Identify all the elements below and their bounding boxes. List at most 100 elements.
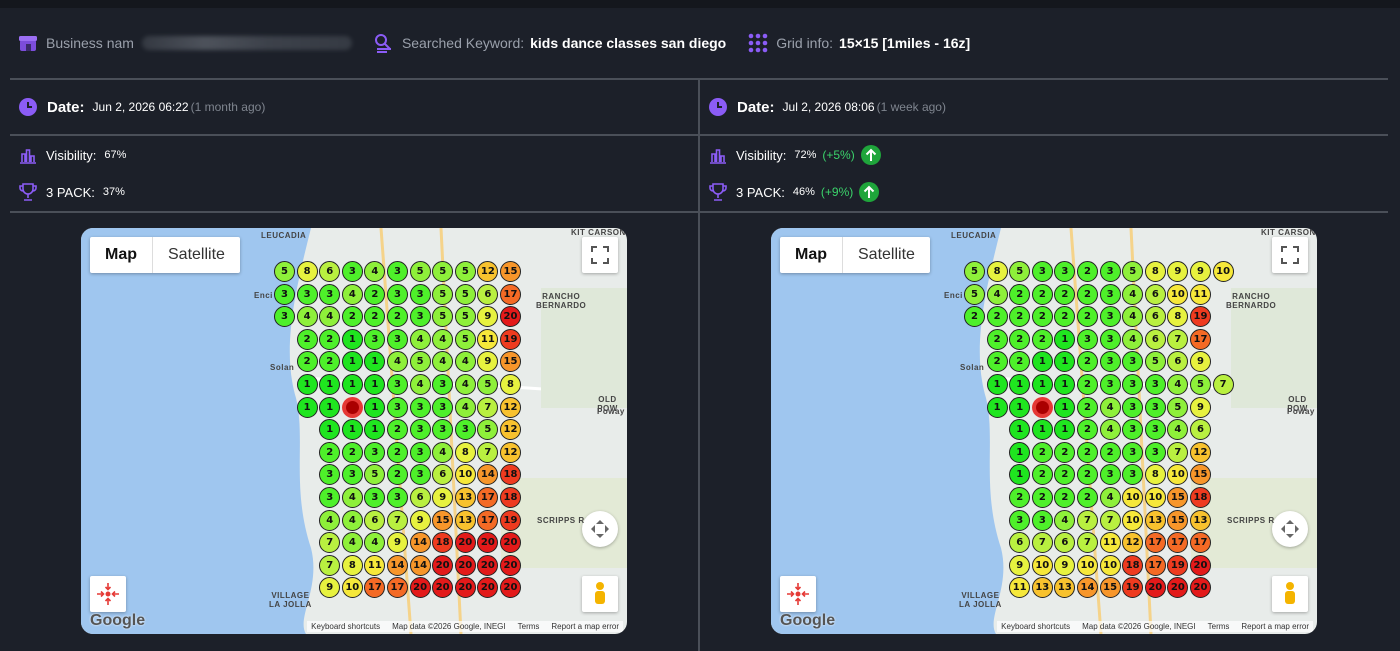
rank-cell[interactable]: 2 [364, 283, 386, 305]
rank-cell[interactable]: 9 [1167, 261, 1189, 282]
rank-cell[interactable]: 2 [1077, 487, 1098, 508]
keyboard-shortcuts-link[interactable]: Keyboard shortcuts [1001, 622, 1071, 631]
rank-cell[interactable]: 2 [1054, 306, 1076, 328]
rank-cell[interactable]: 1 [364, 351, 386, 373]
rank-cell[interactable]: 6 [1054, 532, 1076, 554]
rank-cell[interactable]: 17 [364, 577, 386, 599]
rank-cell[interactable]: 4 [409, 374, 431, 395]
rank-cell[interactable]: 15 [1167, 487, 1189, 508]
rank-cell[interactable]: 3 [1144, 441, 1166, 463]
rank-cell[interactable]: 3 [1031, 261, 1053, 282]
rank-cell[interactable]: 1 [1009, 464, 1031, 486]
rank-cell[interactable]: 2 [1077, 283, 1098, 305]
rank-cell[interactable]: 7 [1077, 509, 1098, 531]
rank-cell[interactable]: 1 [1009, 441, 1031, 463]
rank-cell[interactable]: 12 [500, 419, 521, 441]
rank-cell[interactable]: 20 [432, 577, 454, 599]
rank-cell[interactable]: 13 [454, 487, 476, 508]
rank-cell[interactable]: 6 [477, 283, 499, 305]
fullscreen-button[interactable] [582, 237, 618, 273]
rank-cell[interactable]: 2 [1054, 487, 1076, 508]
rank-cell[interactable]: 6 [1144, 283, 1166, 305]
rank-cell[interactable]: 2 [1077, 419, 1098, 441]
rank-cell[interactable]: 4 [454, 396, 476, 418]
rank-cell[interactable]: 6 [1167, 351, 1189, 373]
rank-cell[interactable]: 14 [477, 464, 499, 486]
rank-cell[interactable]: 1 [319, 396, 341, 418]
rank-cell[interactable]: 2 [1009, 487, 1031, 508]
rank-cell[interactable]: 1 [1054, 328, 1076, 350]
rank-cell[interactable]: 4 [1167, 374, 1189, 395]
rank-cell[interactable]: 1 [364, 419, 386, 441]
rank-cell[interactable]: 4 [296, 306, 318, 328]
rank-cell[interactable]: 3 [1099, 328, 1121, 350]
rank-cell[interactable]: 7 [1077, 532, 1098, 554]
rank-cell[interactable]: 2 [1077, 261, 1098, 282]
rank-cell[interactable]: 9 [477, 351, 499, 373]
rank-cell[interactable]: 13 [454, 509, 476, 531]
rank-cell[interactable]: 3 [1054, 261, 1076, 282]
rank-cell[interactable]: 5 [1009, 261, 1031, 282]
rank-cell[interactable]: 18 [432, 532, 454, 554]
rank-cell[interactable]: 3 [1144, 396, 1166, 418]
rank-cell[interactable]: 7 [319, 532, 341, 554]
rank-cell[interactable]: 5 [1122, 261, 1144, 282]
map-tab[interactable]: Map [90, 237, 153, 273]
rank-cell[interactable]: 3 [341, 261, 363, 282]
rank-cell[interactable]: 10 [1099, 554, 1121, 576]
rank-cell[interactable]: 7 [387, 509, 408, 531]
rank-cell[interactable]: 5 [432, 283, 454, 305]
rank-cell[interactable]: 9 [1054, 554, 1076, 576]
rank-cell[interactable]: 3 [364, 487, 386, 508]
rank-cell[interactable]: 4 [341, 487, 363, 508]
rank-cell[interactable]: 19 [1167, 554, 1189, 576]
rank-cell[interactable]: 2 [986, 351, 1008, 373]
rank-cell[interactable]: 4 [1122, 328, 1144, 350]
rank-cell[interactable]: 3 [387, 328, 408, 350]
rank-cell[interactable]: 11 [1190, 283, 1211, 305]
rank-cell[interactable]: 3 [1099, 306, 1121, 328]
rank-cell[interactable]: 13 [1144, 509, 1166, 531]
rank-cell[interactable]: 2 [1077, 396, 1098, 418]
rank-cell[interactable]: 2 [1054, 441, 1076, 463]
rank-cell[interactable]: 6 [1009, 532, 1031, 554]
rank-cell[interactable]: 5 [477, 374, 499, 395]
rank-cell[interactable]: 19 [1190, 306, 1211, 328]
rank-cell[interactable]: 9 [1190, 351, 1211, 373]
rank-cell[interactable]: 1 [341, 374, 363, 395]
rank-cell[interactable]: 15 [432, 509, 454, 531]
rank-cell[interactable]: 2 [341, 441, 363, 463]
rank-cell[interactable]: 3 [387, 261, 408, 282]
rank-cell[interactable]: 15 [500, 351, 521, 373]
rank-cell[interactable]: 11 [364, 554, 386, 576]
rank-cell[interactable]: 1 [364, 374, 386, 395]
rank-cell[interactable]: 5 [964, 283, 985, 305]
rank-cell[interactable]: 4 [341, 283, 363, 305]
rank-cell[interactable]: 12 [500, 396, 521, 418]
rank-cell[interactable]: 20 [454, 532, 476, 554]
rank-cell[interactable]: 20 [454, 554, 476, 576]
rank-cell[interactable]: 5 [364, 464, 386, 486]
map-camera-control[interactable] [582, 511, 618, 547]
rank-cell[interactable]: 9 [1009, 554, 1031, 576]
rank-cell[interactable]: 3 [319, 487, 341, 508]
rank-cell[interactable]: 2 [1009, 328, 1031, 350]
rank-cell[interactable]: 15 [1167, 509, 1189, 531]
rank-cell[interactable]: 8 [500, 374, 521, 395]
rank-cell[interactable]: 6 [319, 261, 341, 282]
rank-cell[interactable]: 12 [1190, 441, 1211, 463]
rank-cell[interactable]: 7 [477, 441, 499, 463]
fullscreen-button[interactable] [1272, 237, 1308, 273]
rank-cell[interactable]: 4 [319, 509, 341, 531]
rank-cell[interactable]: 3 [1144, 374, 1166, 395]
rank-cell[interactable]: 3 [1099, 464, 1121, 486]
rank-cell[interactable]: 17 [477, 509, 499, 531]
rank-cell[interactable]: 1 [364, 396, 386, 418]
rank-cell[interactable]: 10 [1122, 509, 1144, 531]
rank-cell[interactable]: 3 [409, 283, 431, 305]
rank-cell[interactable]: 5 [432, 306, 454, 328]
rank-cell[interactable]: 5 [274, 261, 295, 282]
rank-cell[interactable]: 2 [1077, 351, 1098, 373]
business-location-pin[interactable] [341, 396, 363, 418]
rank-cell[interactable]: 11 [477, 328, 499, 350]
